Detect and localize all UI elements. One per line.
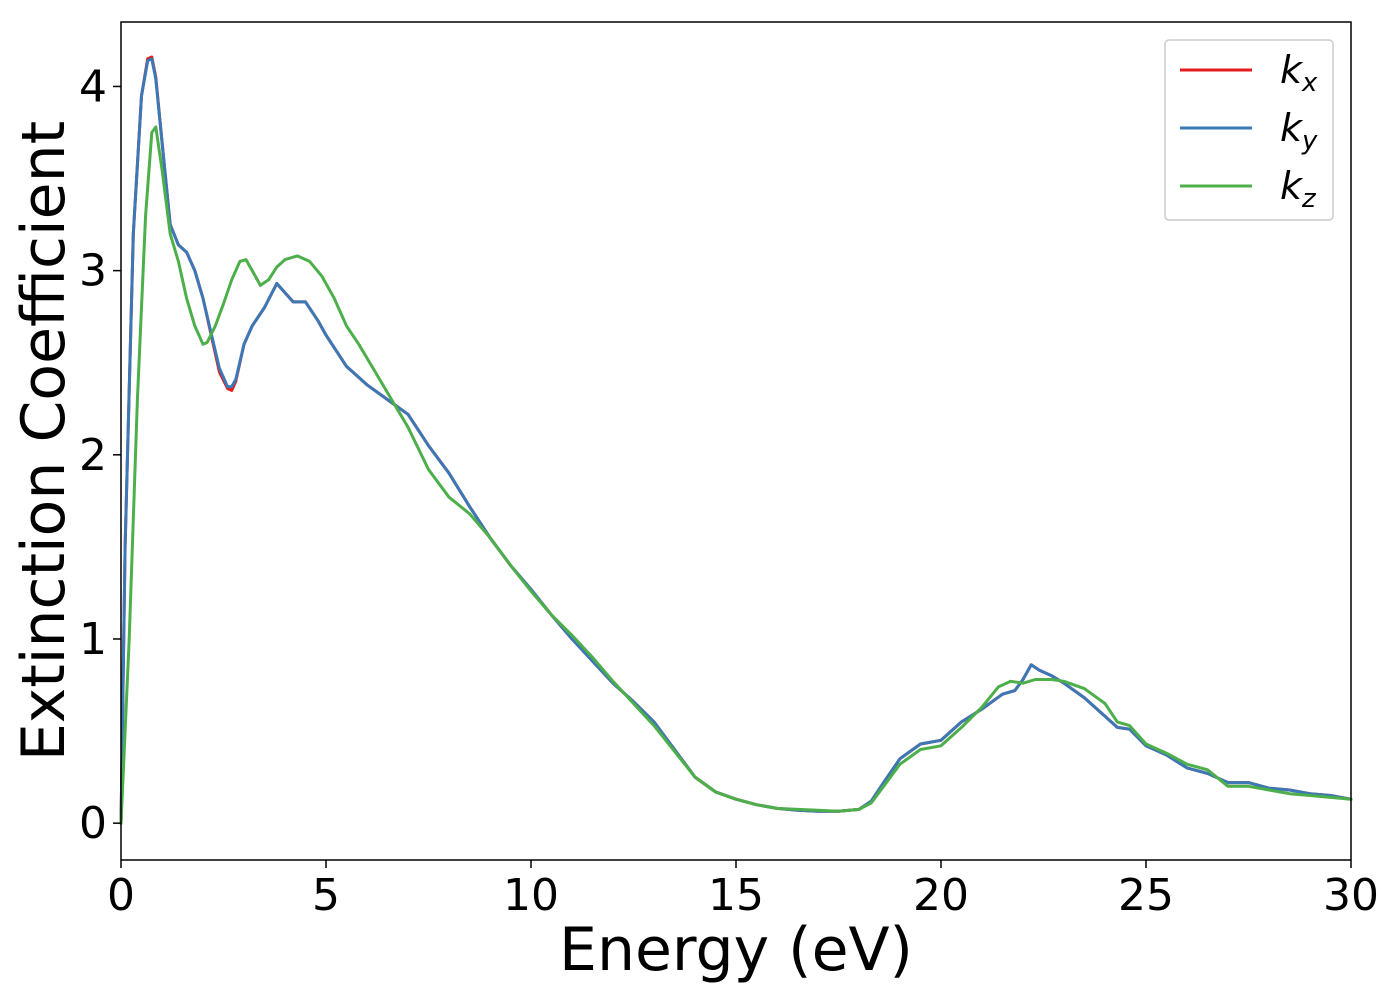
series-line-kz bbox=[119, 125, 1353, 825]
x-tick-label: 10 bbox=[503, 870, 559, 921]
y-tick-label: 4 bbox=[79, 61, 107, 112]
legend-label-kz: kz bbox=[1280, 164, 1317, 214]
y-tick-label: 3 bbox=[79, 246, 107, 297]
x-tick-label: 15 bbox=[708, 870, 764, 921]
legend-label-main: k bbox=[1280, 106, 1304, 150]
y-tick-label: 1 bbox=[79, 614, 107, 665]
y-tick-label: 0 bbox=[79, 798, 107, 849]
x-tick-label: 25 bbox=[1118, 870, 1174, 921]
legend-label-sub: x bbox=[1301, 68, 1318, 98]
legend-label-main: k bbox=[1280, 164, 1304, 208]
x-axis-title: Energy (eV) bbox=[559, 915, 913, 985]
x-axis-ticks: 0 5 10 15 20 25 30 bbox=[107, 860, 1379, 921]
x-tick-label: 5 bbox=[312, 870, 340, 921]
legend-label-kx: kx bbox=[1280, 48, 1318, 98]
legend-frame bbox=[1164, 39, 1334, 221]
legend-label-main: k bbox=[1280, 48, 1304, 92]
legend-label-sub: z bbox=[1301, 184, 1317, 214]
legend-label-ky: ky bbox=[1280, 106, 1318, 156]
y-tick-label: 2 bbox=[79, 430, 107, 481]
x-tick-label: 0 bbox=[107, 870, 135, 921]
legend-label-sub: y bbox=[1301, 126, 1318, 156]
x-tick-label: 30 bbox=[1323, 870, 1379, 921]
y-axis-title: Extinction Coefficient bbox=[9, 121, 79, 761]
x-tick-label: 20 bbox=[913, 870, 969, 921]
series-layer bbox=[119, 55, 1353, 825]
y-axis-ticks: 0 1 2 3 4 bbox=[79, 61, 121, 849]
